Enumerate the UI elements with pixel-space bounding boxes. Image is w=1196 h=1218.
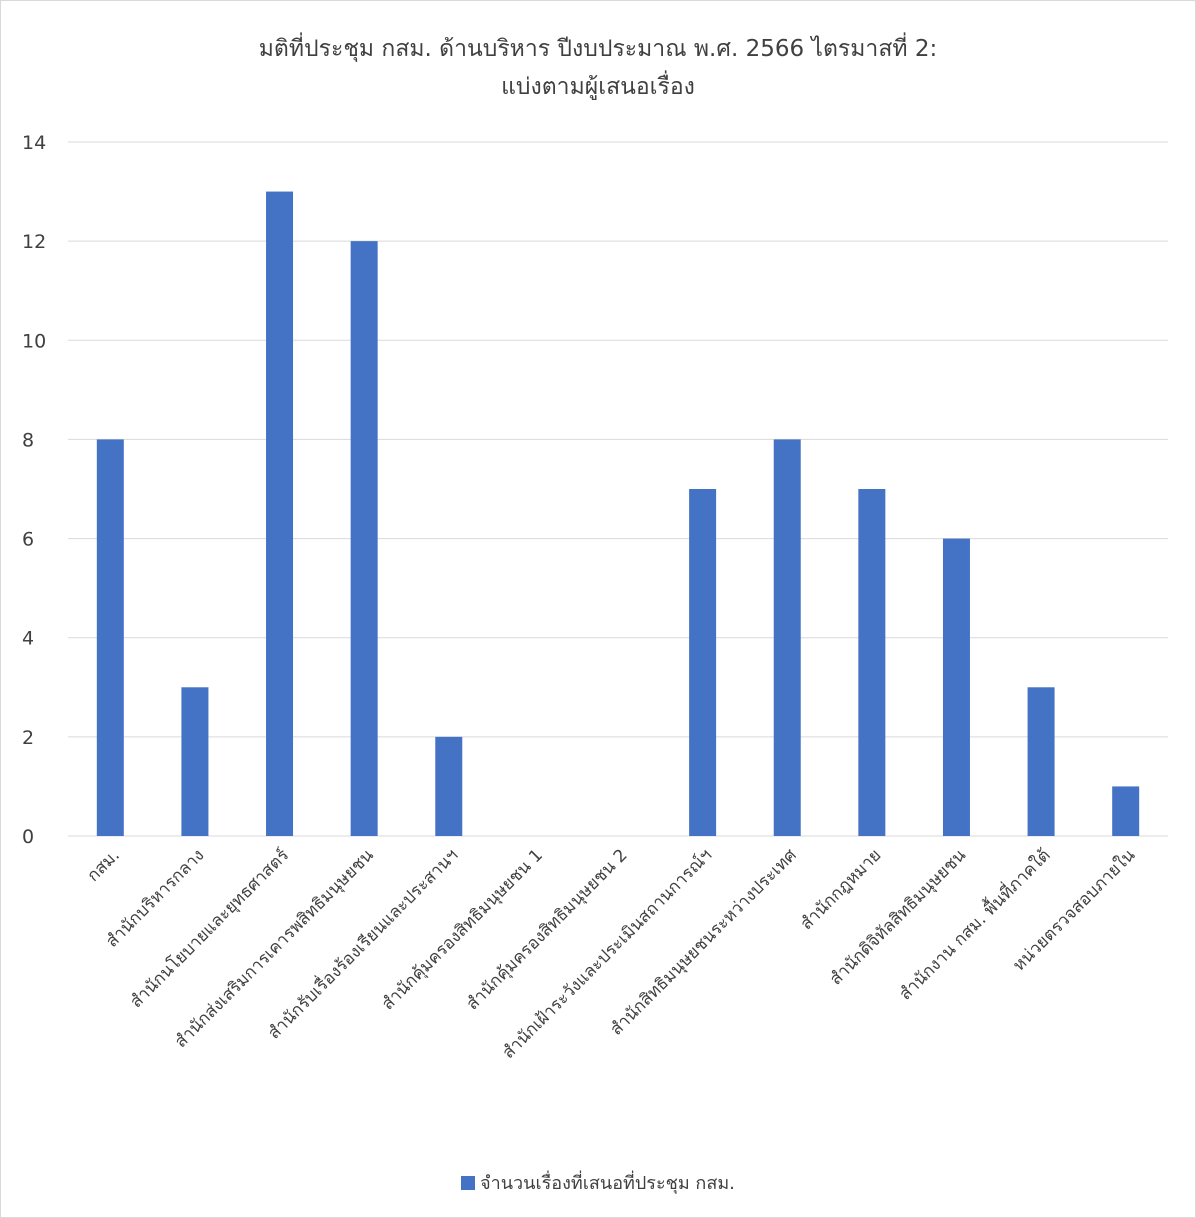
bar — [942, 538, 970, 836]
legend-label: จำนวนเรื่องที่เสนอที่ประชุม กสม. — [480, 1173, 735, 1194]
bar — [858, 489, 886, 836]
x-tick-label: สำนักสิทธิมนุษยชนระหว่างประเทศ — [607, 845, 801, 1039]
y-tick-label: 2 — [22, 727, 34, 749]
y-tick-label: 0 — [22, 826, 34, 848]
legend-swatch — [461, 1176, 476, 1190]
x-axis-tick-labels: กสม.สำนักบริหารกลางสำนักนโยบายและยุทธศาส… — [83, 843, 1139, 1063]
bar — [350, 241, 378, 837]
y-tick-label: 10 — [22, 330, 46, 352]
chart-title-line-2: แบ่งตามผู้เสนอเรื่อง — [501, 74, 695, 100]
bar — [689, 489, 717, 836]
bar — [266, 191, 294, 837]
bar — [1027, 687, 1055, 836]
bar — [96, 439, 124, 836]
x-tick-label: สำนักกฎหมาย — [797, 845, 886, 934]
y-tick-label: 14 — [22, 132, 46, 154]
y-tick-label: 4 — [22, 628, 34, 650]
legend: จำนวนเรื่องที่เสนอที่ประชุม กสม. — [0, 1168, 1196, 1197]
x-tick-label: สำนักคุ้มครองสิทธิมนุษยชน 1 — [378, 845, 547, 1014]
x-tick-label: สำนักนโยบายและยุทธศาสตร์ — [126, 845, 293, 1012]
chart-title: มติที่ประชุม กสม. ด้านบริหาร ปีงบประมาณ … — [0, 30, 1196, 106]
bar — [1112, 786, 1140, 836]
x-tick-label: สำนักงาน กสม. พื้นที่ภาคใต้ — [893, 843, 1054, 1004]
y-tick-label: 12 — [22, 231, 46, 253]
y-tick-label: 6 — [22, 529, 34, 551]
x-tick-label: สำนักคุ้มครองสิทธิมนุษยชน 2 — [463, 845, 632, 1014]
bar — [773, 439, 801, 836]
bars — [96, 191, 1140, 837]
y-tick-label: 8 — [22, 429, 34, 451]
bar — [435, 736, 463, 836]
gridlines — [68, 141, 1168, 837]
x-tick-label: กสม. — [83, 845, 124, 886]
bar — [181, 687, 209, 836]
chart-title-line-1: มติที่ประชุม กสม. ด้านบริหาร ปีงบประมาณ … — [258, 36, 938, 62]
x-tick-label: สำนักดิจิทัลสิทธิมนุษยชน — [826, 845, 970, 989]
y-axis-tick-labels: 0 2 4 6 8 10 12 14 — [22, 132, 46, 848]
